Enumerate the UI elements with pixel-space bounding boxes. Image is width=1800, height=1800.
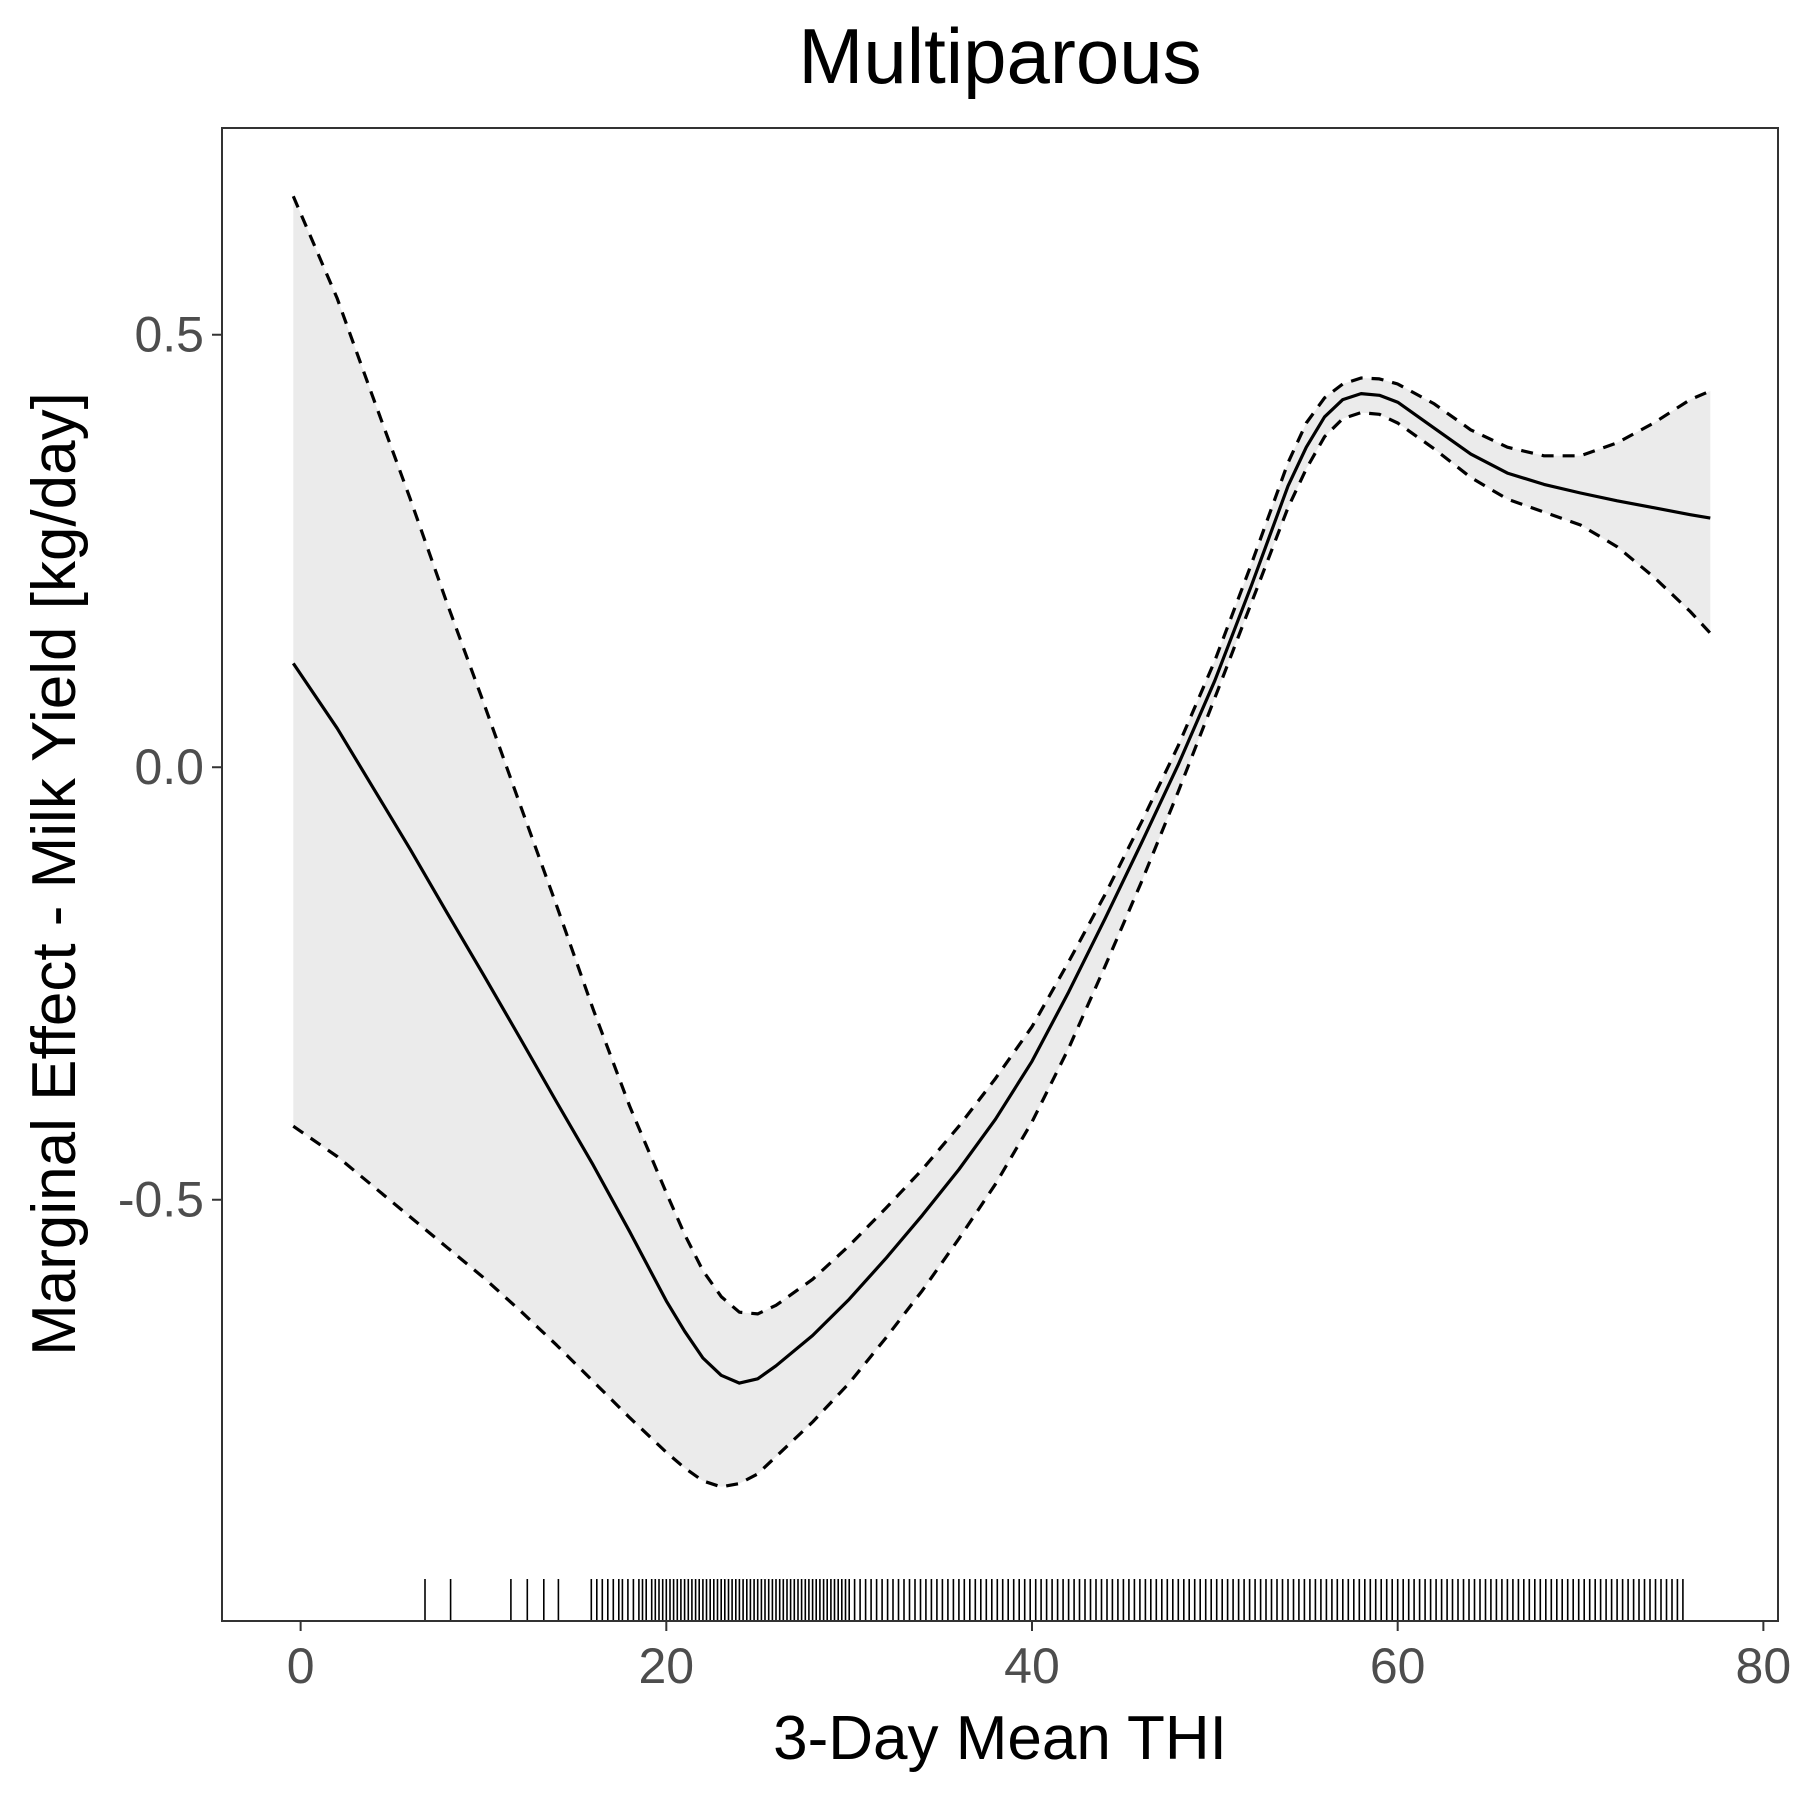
x-tick-label: 40 bbox=[1004, 1638, 1060, 1694]
y-tick-label: 0.0 bbox=[134, 739, 204, 795]
rug-marks bbox=[424, 1579, 1684, 1620]
chart-title: Multiparous bbox=[798, 12, 1201, 100]
y-tick-label: 0.5 bbox=[134, 307, 204, 363]
x-axis-title: 3-Day Mean THI bbox=[773, 1704, 1227, 1773]
series-line-estimate bbox=[291, 392, 1711, 1385]
series-line-lower bbox=[292, 411, 1712, 1489]
x-tick-label: 60 bbox=[1370, 1638, 1426, 1694]
panel-border bbox=[221, 127, 1779, 1622]
x-tick-label: 80 bbox=[1736, 1638, 1792, 1694]
series-line-upper bbox=[291, 195, 1711, 1316]
confidence-band bbox=[293, 196, 1711, 1487]
axis-layer: 0 20 40 60 80 -0.5 0.0 0.5 bbox=[118, 307, 1791, 1694]
x-tick-label: 0 bbox=[287, 1638, 315, 1694]
x-tick-label: 20 bbox=[638, 1638, 694, 1694]
plot-layer bbox=[291, 195, 1712, 1620]
y-tick-label: -0.5 bbox=[118, 1172, 204, 1228]
y-axis-title: Marginal Effect - Milk Yield [kg/day] bbox=[20, 392, 89, 1356]
